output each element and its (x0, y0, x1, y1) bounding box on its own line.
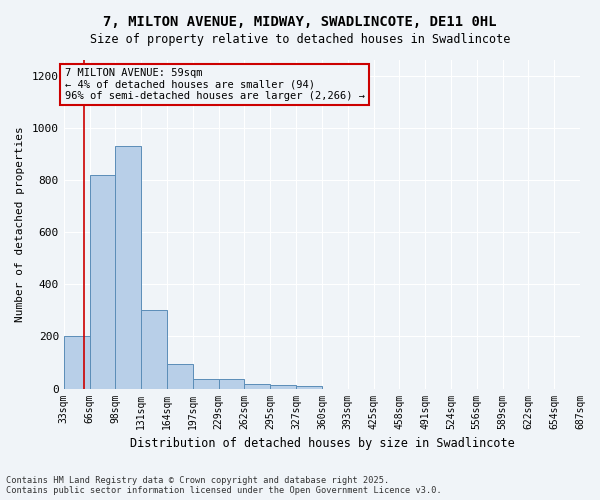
Bar (115, 146, 141, 388)
Y-axis label: Number of detached properties: Number of detached properties (15, 126, 25, 322)
Bar (141, 310, 167, 388)
Bar (296, 386, 322, 388)
Bar (218, 379, 244, 388)
Text: Size of property relative to detached houses in Swadlincote: Size of property relative to detached ho… (90, 32, 510, 46)
Bar (244, 384, 270, 388)
Bar (270, 386, 296, 388)
Text: Contains HM Land Registry data © Crown copyright and database right 2025.
Contai: Contains HM Land Registry data © Crown c… (6, 476, 442, 495)
Text: 7, MILTON AVENUE, MIDWAY, SWADLINCOTE, DE11 0HL: 7, MILTON AVENUE, MIDWAY, SWADLINCOTE, D… (103, 15, 497, 29)
Bar (193, 378, 218, 388)
Text: 7 MILTON AVENUE: 59sqm
← 4% of detached houses are smaller (94)
96% of semi-deta: 7 MILTON AVENUE: 59sqm ← 4% of detached … (65, 68, 365, 101)
Bar (89, 174, 115, 388)
Bar (64, 336, 89, 388)
Bar (167, 364, 193, 388)
X-axis label: Distribution of detached houses by size in Swadlincote: Distribution of detached houses by size … (130, 437, 514, 450)
